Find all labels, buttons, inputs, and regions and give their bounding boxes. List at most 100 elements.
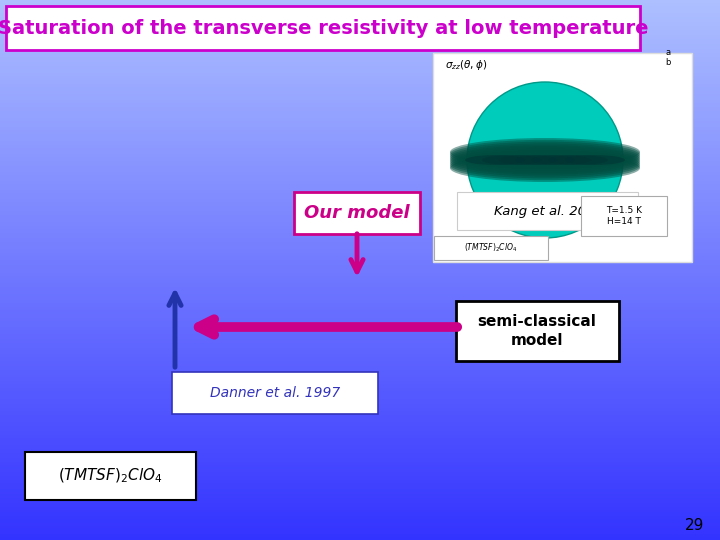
Bar (0, 130, 720, 131)
Bar (0, 63, 720, 65)
FancyBboxPatch shape (433, 53, 692, 262)
Bar (0, 274, 720, 275)
Bar (0, 371, 720, 373)
Bar (0, 434, 720, 436)
Bar (0, 482, 720, 484)
Bar (0, 312, 720, 313)
Bar (0, 528, 720, 529)
Ellipse shape (498, 155, 558, 165)
Bar (0, 218, 720, 220)
Bar (0, 120, 720, 123)
Bar (0, 50, 720, 52)
Bar (0, 171, 720, 173)
Bar (0, 38, 720, 39)
Text: Our model: Our model (304, 204, 410, 222)
Bar (0, 339, 720, 340)
Bar (0, 265, 720, 266)
Ellipse shape (450, 138, 640, 166)
Bar (0, 85, 720, 86)
Bar (0, 92, 720, 93)
Bar (0, 96, 720, 97)
Bar (0, 160, 720, 162)
Bar (0, 266, 720, 268)
Bar (0, 47, 720, 49)
Bar (0, 104, 720, 106)
Bar (0, 488, 720, 490)
Bar (0, 146, 720, 147)
Bar (0, 86, 720, 88)
Bar (0, 259, 720, 261)
Bar (0, 220, 720, 221)
Bar (0, 302, 720, 304)
Bar (0, 520, 720, 522)
Bar (0, 308, 720, 309)
Bar (0, 501, 720, 502)
Bar (0, 101, 720, 103)
Bar (0, 461, 720, 463)
Bar (0, 342, 720, 344)
Bar (0, 504, 720, 506)
Bar (0, 119, 720, 120)
Bar (0, 455, 720, 457)
Bar (0, 421, 720, 423)
Bar (0, 243, 720, 245)
Bar (0, 22, 720, 23)
Bar (0, 239, 720, 241)
Bar (0, 518, 720, 520)
Bar (0, 362, 720, 363)
Bar (0, 479, 720, 481)
Bar (0, 153, 720, 155)
Bar (0, 400, 720, 401)
FancyBboxPatch shape (581, 196, 667, 236)
Bar (0, 448, 720, 450)
FancyBboxPatch shape (172, 372, 378, 414)
Bar (0, 309, 720, 312)
FancyBboxPatch shape (457, 192, 638, 230)
Bar (0, 452, 720, 454)
Bar (0, 535, 720, 536)
Bar (0, 34, 720, 36)
Bar (0, 214, 720, 216)
Bar (0, 403, 720, 405)
Bar (0, 463, 720, 464)
Bar (0, 236, 720, 238)
Bar (0, 457, 720, 459)
Bar (0, 290, 720, 292)
Bar (0, 227, 720, 228)
Text: $(TMTSF)_2ClO_4$: $(TMTSF)_2ClO_4$ (464, 242, 518, 254)
Bar (0, 232, 720, 234)
Bar (0, 185, 720, 187)
Text: 29: 29 (685, 517, 705, 532)
Bar (0, 336, 720, 339)
Bar (0, 459, 720, 461)
Bar (0, 286, 720, 288)
Bar (0, 167, 720, 169)
Bar (0, 454, 720, 455)
Bar (0, 301, 720, 302)
Bar (0, 9, 720, 11)
Bar (0, 177, 720, 178)
Bar (0, 124, 720, 126)
Bar (0, 158, 720, 160)
Bar (0, 43, 720, 45)
Text: semi-classical
model: semi-classical model (477, 314, 596, 348)
Bar (0, 241, 720, 243)
Bar (0, 59, 720, 61)
Bar (0, 347, 720, 349)
Bar (0, 103, 720, 104)
Bar (0, 137, 720, 139)
Bar (0, 70, 720, 72)
Bar (0, 420, 720, 421)
Bar (0, 416, 720, 417)
Bar (0, 317, 720, 319)
Bar (0, 293, 720, 295)
Bar (0, 427, 720, 428)
Bar (0, 126, 720, 128)
Bar (0, 409, 720, 410)
Bar (0, 128, 720, 130)
Bar (0, 369, 720, 371)
Bar (0, 258, 720, 259)
Bar (0, 2, 720, 4)
Bar (0, 268, 720, 270)
Bar (0, 389, 720, 390)
